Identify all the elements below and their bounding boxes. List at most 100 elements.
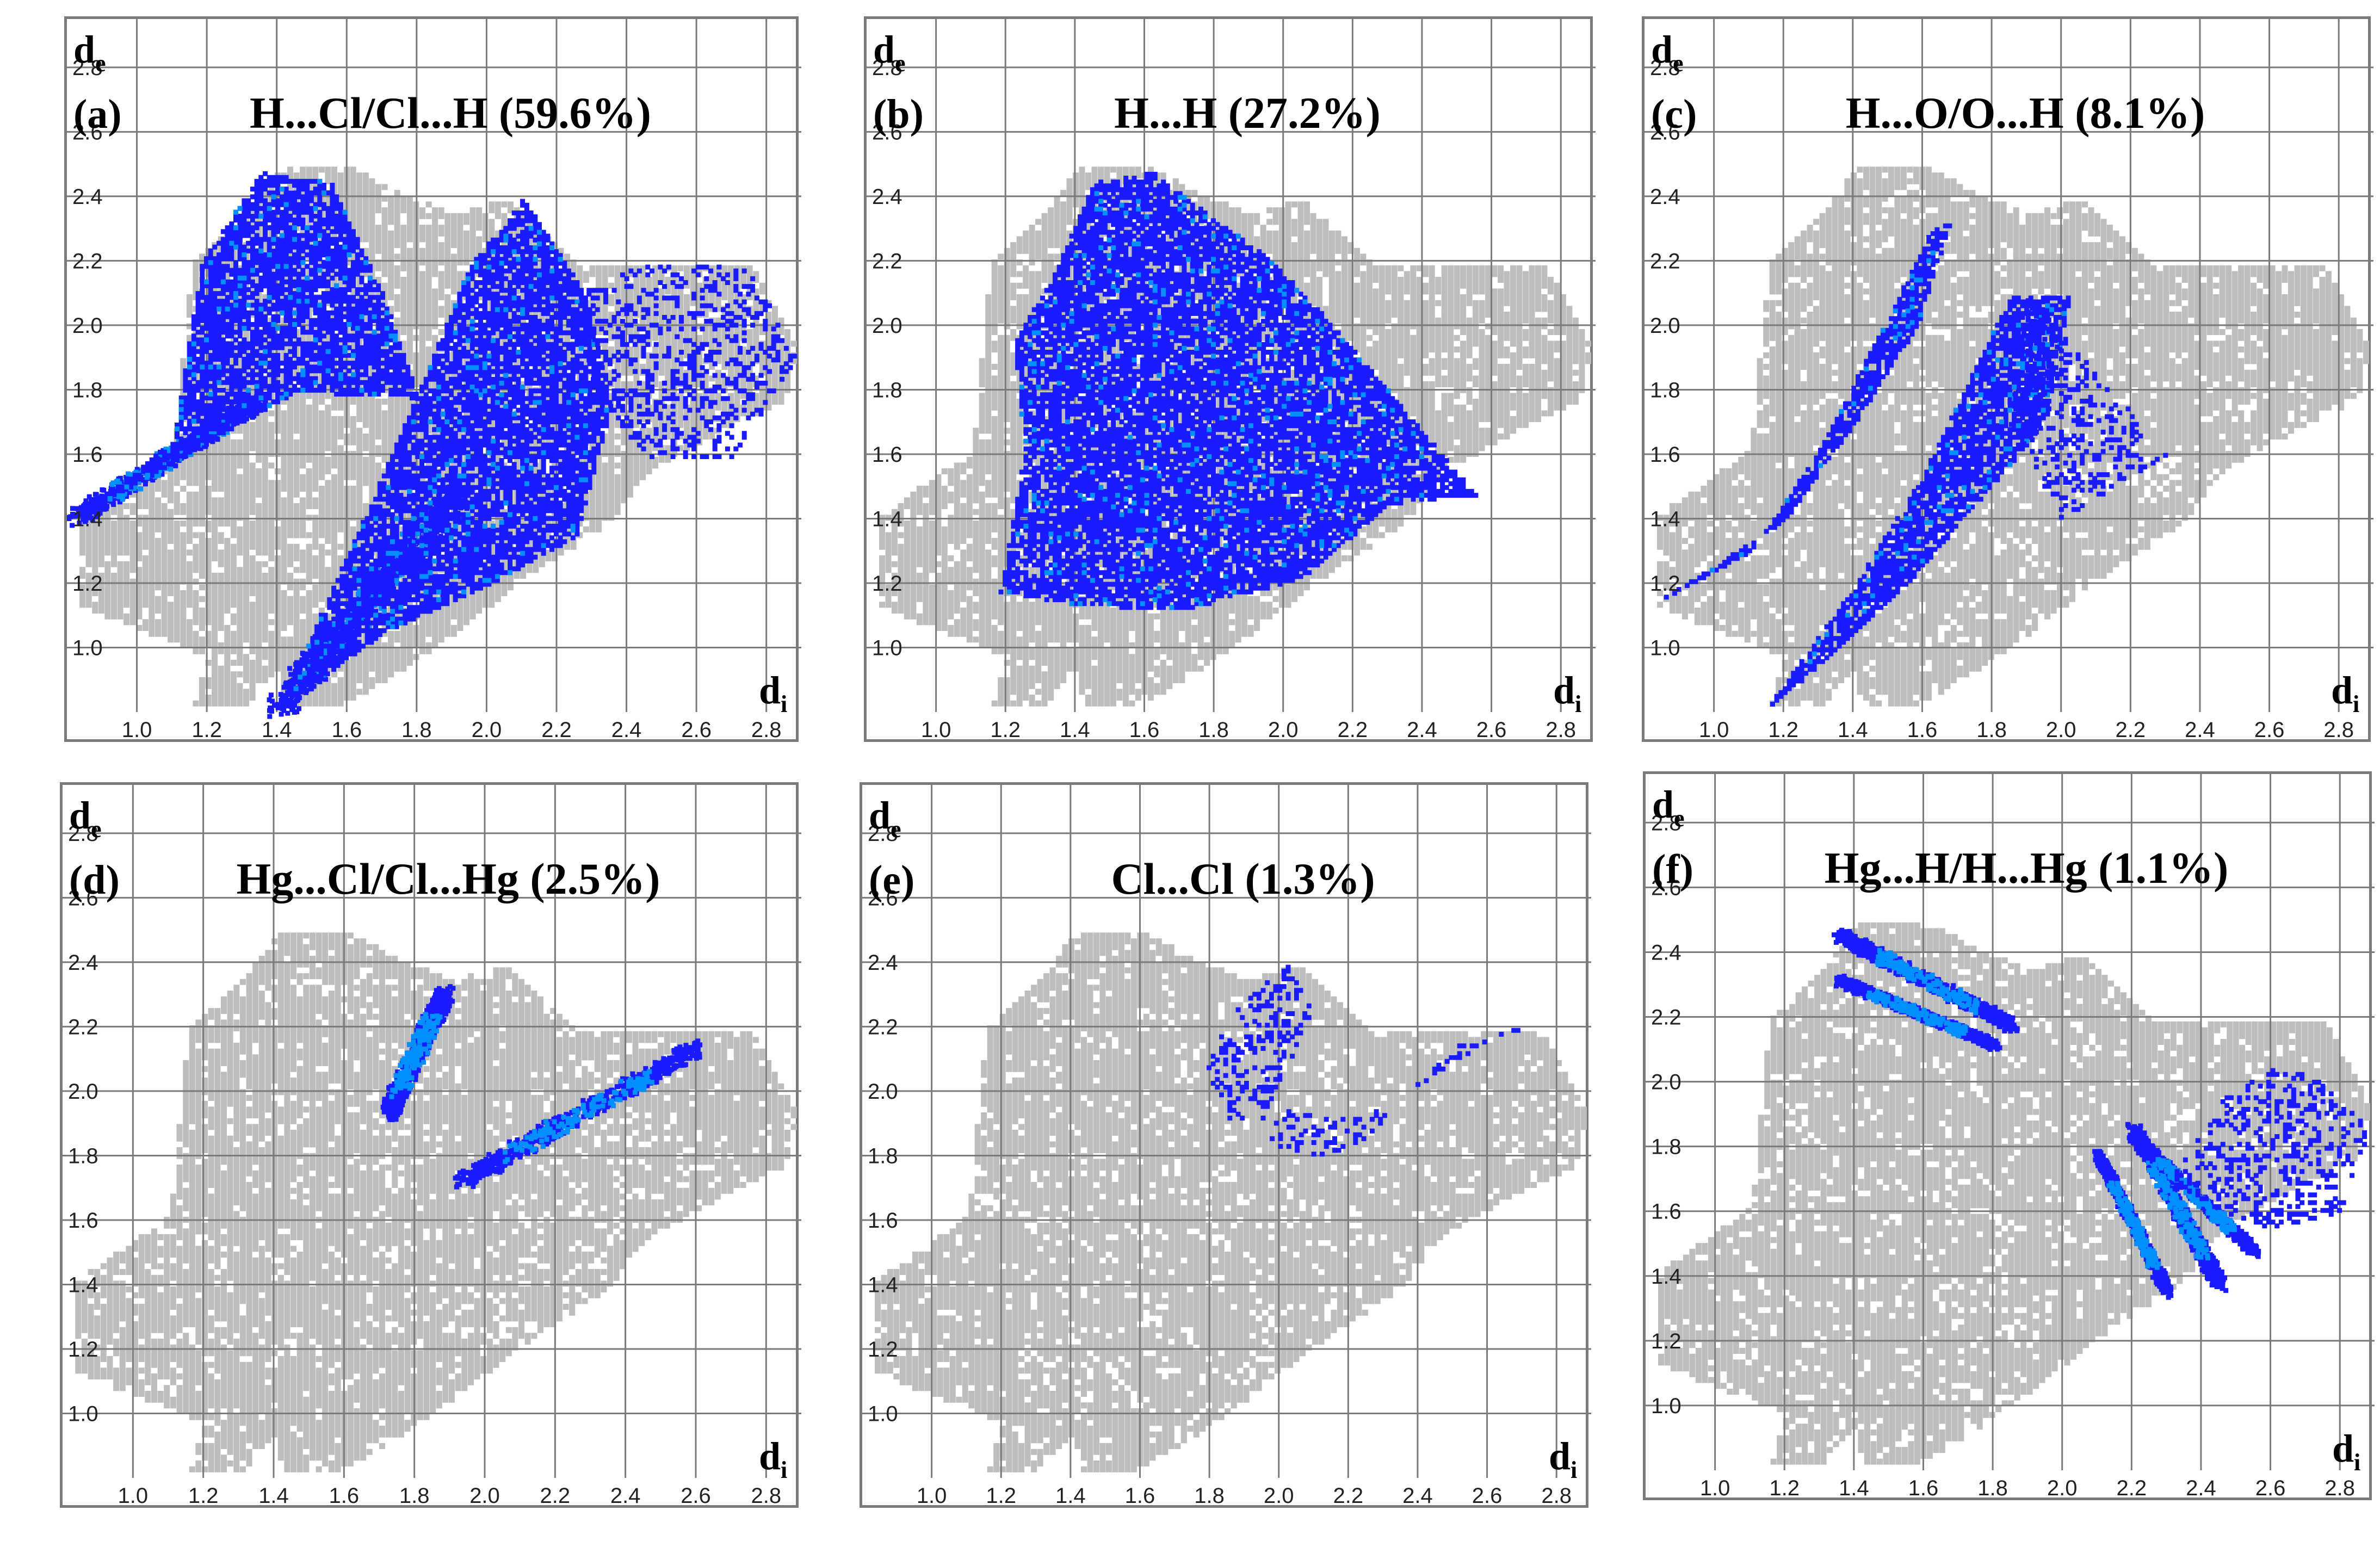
y-tick-label: 2.6 [68, 886, 98, 910]
x-tick-label: 2.6 [2254, 718, 2285, 742]
y-tick-label: 2.8 [68, 822, 98, 846]
x-tick-label: 2.0 [1268, 718, 1299, 742]
y-tick-label: 1.2 [868, 1338, 898, 1361]
y-tick-label: 2.8 [1650, 56, 1680, 80]
x-tick-label: 2.0 [2046, 718, 2076, 742]
plot-d: 1.0 1.2 1.4 1.6 1.8 2.0 2.2 2.4 2.6 2.8 1.0 1.2 1.4 1… [63, 785, 801, 1508]
y-tick-label: 1.0 [872, 636, 902, 660]
y-tick-label: 2.2 [868, 1015, 898, 1039]
grid-e [862, 785, 1591, 1478]
y-tick-label: 2.6 [72, 120, 103, 144]
y-tick-label: 2.6 [1651, 876, 1682, 900]
series-upper-outline-2-dense [1866, 989, 1968, 1038]
panel-letter: (d) [69, 857, 120, 903]
panel-title: Hg...H/H...Hg (1.1%) [1825, 843, 2229, 893]
y-axis-label: de [1652, 783, 1685, 832]
y-tick-label: 2.6 [1650, 120, 1680, 144]
y-tick-label: 2.0 [868, 1080, 898, 1104]
x-tick-label: 2.4 [1402, 1484, 1433, 1508]
y-tick-label: 2.0 [68, 1080, 98, 1104]
y-tick-label: 1.0 [68, 1402, 98, 1426]
y-tick-label: 2.4 [72, 185, 103, 209]
x-tick-label: 1.0 [921, 718, 951, 742]
series-lower-wing-dense [293, 226, 609, 691]
x-tick-label: 1.4 [1055, 1484, 1086, 1508]
x-tick-label: 2.6 [2255, 1476, 2286, 1500]
series-streak-1-dense [389, 1012, 443, 1099]
ticks-a: 1.0 1.2 1.4 1.6 1.8 2.0 2.2 2.4 2.6 2.8 1.0 1.2 1.4 1… [72, 56, 782, 742]
x-tick-label: 2.2 [1333, 1484, 1364, 1508]
panel-letter: (c) [1651, 91, 1697, 137]
panel-title: Hg...Cl/Cl...Hg (2.5%) [237, 854, 660, 903]
grey-points-e [875, 932, 1587, 1472]
y-tick-label: 1.4 [72, 507, 103, 531]
plot-a: 1.0 1.2 1.4 1.6 1.8 2.0 2.2 2.4 2.6 2.8 1.0 1.2 1.4 1… [67, 19, 801, 742]
x-tick-label: 1.2 [188, 1484, 219, 1508]
x-tick-label: 1.2 [990, 718, 1021, 742]
x-tick-label: 1.0 [1700, 1476, 1730, 1500]
y-tick-label: 1.8 [68, 1144, 98, 1168]
panel-title: Cl...Cl (1.3%) [1111, 854, 1375, 903]
series-core [998, 171, 1479, 610]
grey-cloud-f [1658, 922, 2370, 1465]
plot-f: 1.0 1.2 1.4 1.6 1.8 2.0 2.2 2.4 2.6 2.8 1.0 1.2 1.4 1… [1646, 774, 2375, 1500]
panel-title: H...Cl/Cl...H (59.6%) [250, 88, 651, 138]
x-tick-label: 2.0 [1264, 1484, 1294, 1508]
y-tick-label: 1.2 [68, 1338, 98, 1361]
y-tick-label: 1.2 [872, 572, 902, 596]
x-tick-label: 2.6 [681, 718, 712, 742]
x-axis-label: di [759, 1434, 787, 1483]
x-tick-label: 2.4 [610, 1484, 641, 1508]
series-lower-outline-2-dense [2106, 1180, 2161, 1270]
y-tick-label: 1.0 [1651, 1394, 1682, 1418]
y-tick-label: 1.4 [68, 1273, 98, 1297]
x-tick-label: 2.0 [2047, 1476, 2078, 1500]
y-tick-label: 1.6 [72, 443, 103, 467]
panel-e: 1.0 1.2 1.4 1.6 1.8 2.0 2.2 2.4 2.6 2.8 1.0 1.2 1.4 1… [860, 782, 1591, 1508]
series-upper-outline-dense [1875, 948, 1980, 1016]
x-tick-label: 2.0 [469, 1484, 500, 1508]
ticks-b: 1.0 1.2 1.4 1.6 1.8 2.0 2.2 2.4 2.6 2.8 1.0 1.2 1.4 1… [872, 56, 1576, 742]
grey-cloud-e [875, 932, 1587, 1472]
y-tick-label: 2.6 [868, 886, 898, 910]
y-axis-label: de [69, 794, 102, 843]
panel-title: H...H (27.2%) [1114, 88, 1381, 138]
x-tick-label: 1.8 [399, 1484, 430, 1508]
y-tick-label: 1.0 [72, 636, 103, 660]
series-upper-wing [86, 171, 419, 513]
x-tick-label: 1.6 [331, 718, 362, 742]
y-tick-label: 2.0 [872, 314, 902, 338]
y-tick-label: 1.4 [1651, 1265, 1682, 1289]
y-tick-label: 1.2 [1651, 1329, 1682, 1353]
y-tick-label: 1.8 [1651, 1135, 1682, 1159]
x-tick-label: 2.0 [472, 718, 502, 742]
x-tick-label: 1.4 [1060, 718, 1090, 742]
plot-b: 1.0 1.2 1.4 1.6 1.8 2.0 2.2 2.4 2.6 2.8 1.0 1.2 1.4 1… [867, 19, 1596, 742]
y-tick-label: 1.6 [872, 443, 902, 467]
x-axis-label: di [2332, 1427, 2360, 1476]
series-spike-lower [1770, 295, 2071, 707]
x-tick-label: 2.2 [1338, 718, 1368, 742]
grid-c [1645, 19, 2373, 712]
y-tick-label: 2.2 [1651, 1006, 1682, 1030]
y-tick-label: 2.4 [872, 185, 902, 209]
y-tick-label: 2.2 [68, 1015, 98, 1039]
y-tick-label: 2.0 [1651, 1070, 1682, 1094]
x-tick-label: 2.4 [2185, 718, 2215, 742]
x-tick-label: 2.2 [541, 718, 572, 742]
ticks-e: 1.0 1.2 1.4 1.6 1.8 2.0 2.2 2.4 2.6 2.8 1.0 1.2 1.4 1… [868, 822, 1572, 1508]
x-tick-label: 1.2 [1768, 718, 1798, 742]
y-tick-label: 1.8 [868, 1144, 898, 1168]
x-tick-label: 2.4 [1407, 718, 1437, 742]
x-tick-label: 1.8 [1198, 718, 1229, 742]
panel-c: 1.0 1.2 1.4 1.6 1.8 2.0 2.2 2.4 2.6 2.8 1.0 1.2 1.4 1… [1642, 16, 2373, 742]
y-tick-label: 1.2 [72, 572, 103, 596]
ticks-f: 1.0 1.2 1.4 1.6 1.8 2.0 2.2 2.4 2.6 2.8 1.0 1.2 1.4 1… [1651, 811, 2355, 1500]
x-tick-label: 1.4 [1838, 718, 1868, 742]
series-sparse-tail [578, 264, 798, 459]
y-tick-label: 2.6 [872, 120, 902, 144]
y-axis-label: de [873, 28, 906, 77]
x-tick-label: 2.6 [1476, 718, 1507, 742]
y-tick-label: 1.4 [868, 1273, 898, 1297]
y-tick-label: 2.8 [72, 56, 103, 80]
